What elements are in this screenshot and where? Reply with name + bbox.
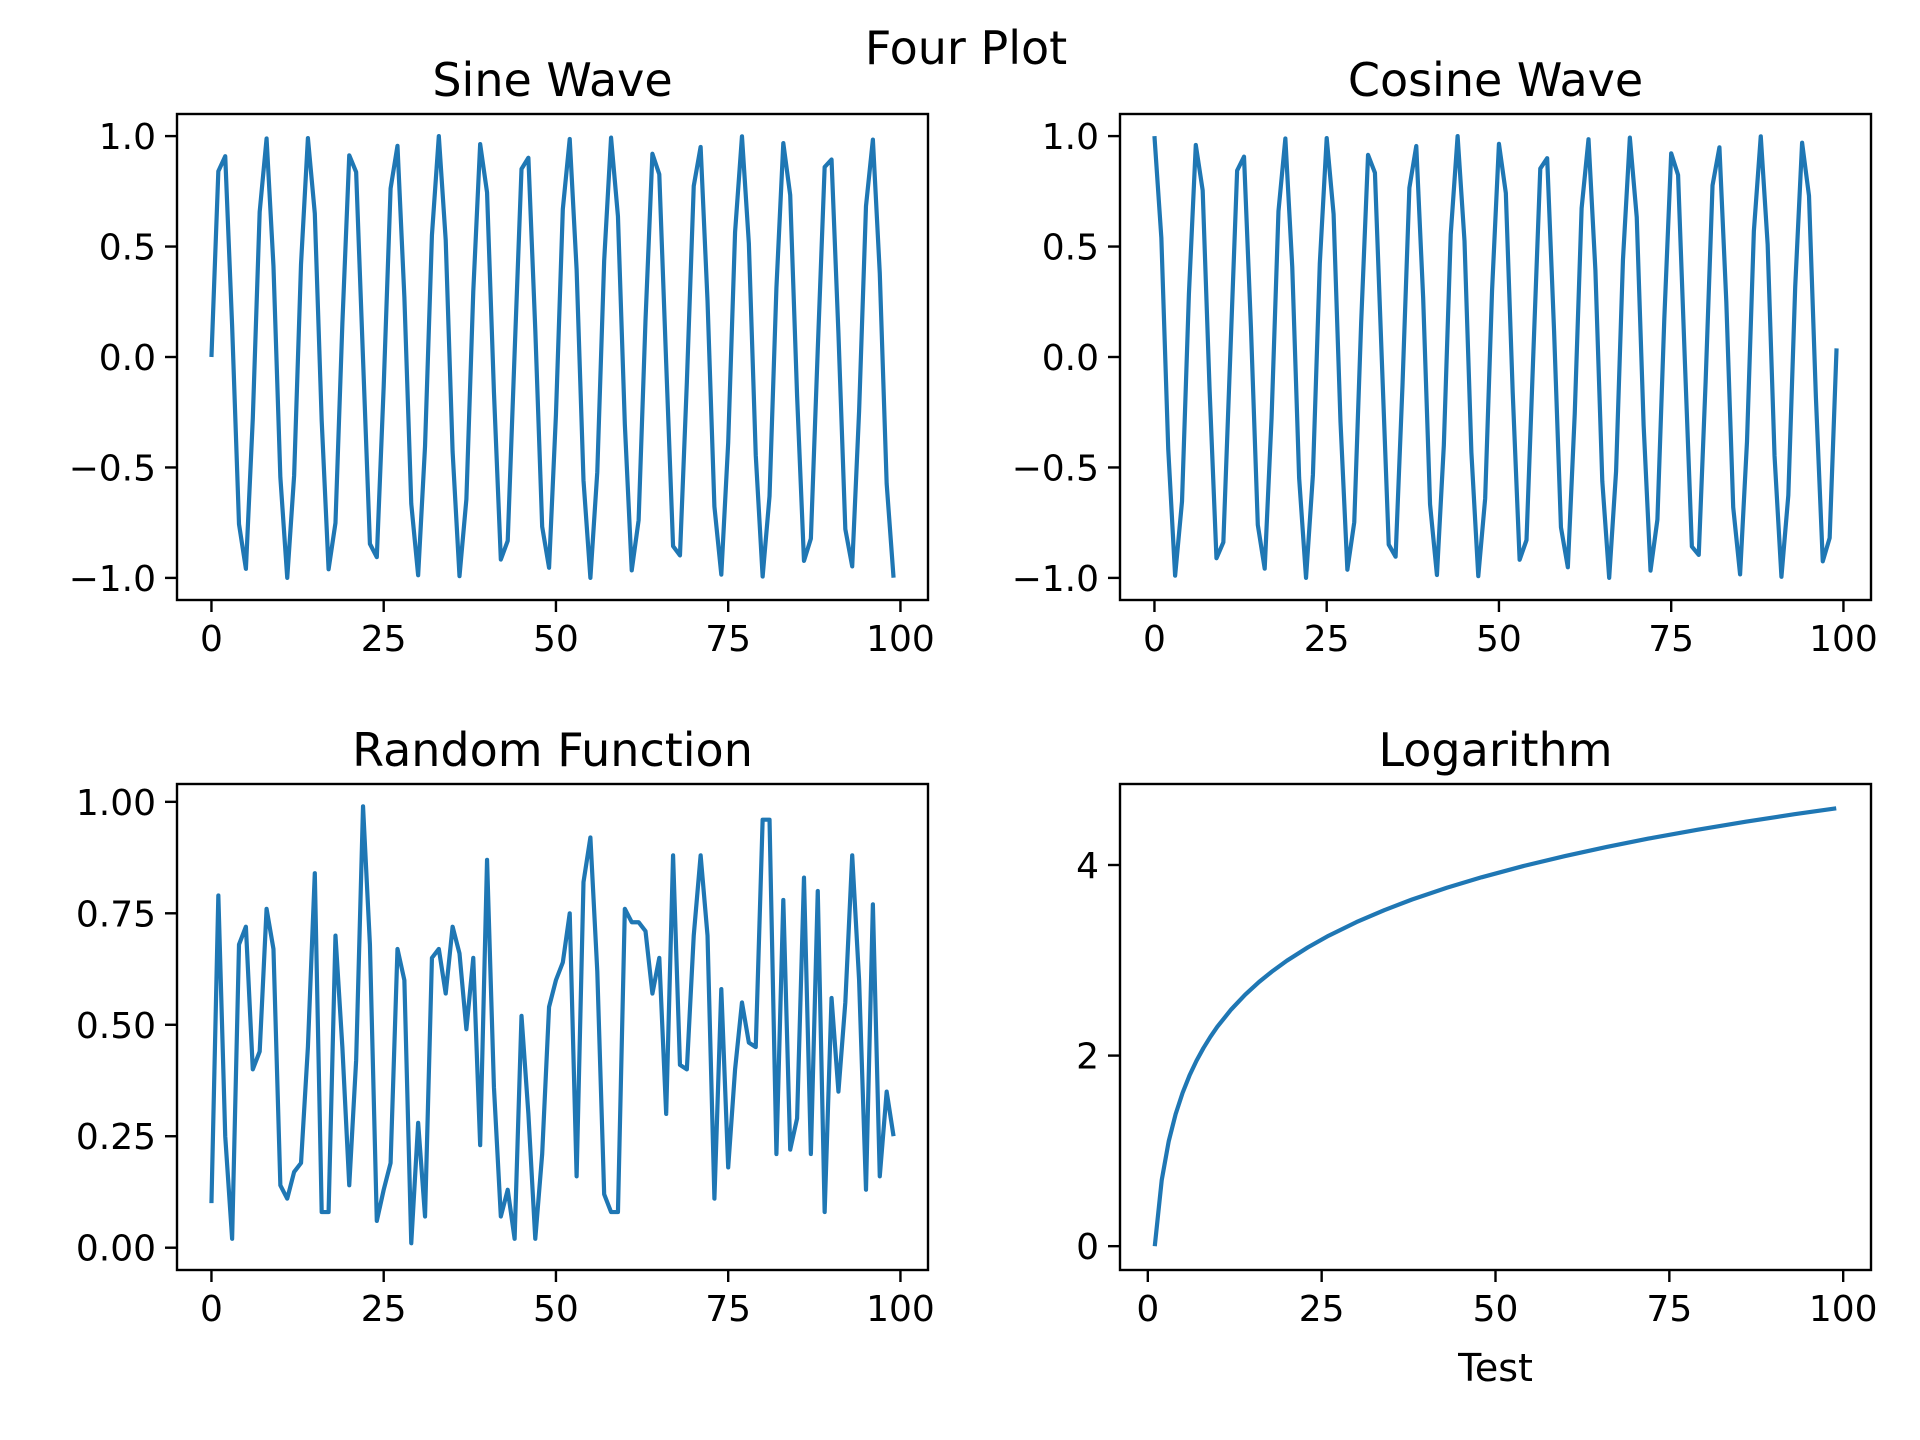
sine-wave-series-line xyxy=(209,133,896,581)
logarithm-ytick-label: 4 xyxy=(1076,846,1099,887)
sine-wave-xtick-label: 50 xyxy=(533,619,579,660)
cosine-wave-ytick-label: −0.5 xyxy=(1012,448,1099,489)
cosine-wave-series-line xyxy=(1152,133,1839,581)
random-function-ytick-label: 1.00 xyxy=(76,783,156,824)
sine-wave-title: Sine Wave xyxy=(432,53,672,107)
sine-wave-xtick-label: 100 xyxy=(866,619,935,660)
sine-wave-ytick-label: −1.0 xyxy=(69,559,156,600)
logarithm-ytick-label: 0 xyxy=(1076,1227,1099,1268)
logarithm-xtick-label: 0 xyxy=(1136,1289,1159,1330)
logarithm-ytick-label: 2 xyxy=(1076,1037,1099,1078)
random-function-axes-frame xyxy=(175,782,930,1272)
random-function-xtick-label: 0 xyxy=(200,1289,223,1330)
cosine-wave-xtick-label: 0 xyxy=(1143,619,1166,660)
logarithm-xtick-label: 25 xyxy=(1299,1289,1345,1330)
cosine-wave-ytick-label: −1.0 xyxy=(1012,559,1099,600)
random-function-ytick-label: 0.75 xyxy=(76,894,156,935)
random-function-title: Random Function xyxy=(352,723,753,777)
random-function-ytick-label: 0.00 xyxy=(76,1229,156,1270)
cosine-wave-xtick-label: 100 xyxy=(1809,619,1878,660)
sine-wave-xtick-label: 75 xyxy=(705,619,751,660)
figure-suptitle: Four Plot xyxy=(865,21,1067,75)
logarithm-xtick-label: 50 xyxy=(1473,1289,1519,1330)
subplot-logarithm: Logarithm 0 25 50 75 100 0 2 4 Test xyxy=(1076,723,1877,1390)
cosine-wave-xtick-label: 75 xyxy=(1648,619,1694,660)
sine-wave-ytick-label: 1.0 xyxy=(99,117,156,158)
subplot-random-function: Random Function 0 25 50 75 100 0.00 0.25 0.50 0.7… xyxy=(76,723,935,1330)
sine-wave-xtick-label: 25 xyxy=(361,619,407,660)
logarithm-xtick-label: 75 xyxy=(1646,1289,1692,1330)
random-function-ytick-label: 0.50 xyxy=(76,1006,156,1047)
sine-wave-ytick-label: −0.5 xyxy=(69,448,156,489)
logarithm-axes-frame xyxy=(1118,782,1873,1272)
random-function-xtick-label: 25 xyxy=(361,1289,407,1330)
subplot-cosine-wave: Cosine Wave 0 25 50 75 100 −1.0 −0.5 0.0 0.5 1.0 xyxy=(1012,53,1878,660)
cosine-wave-ytick-label: 0.5 xyxy=(1042,228,1099,269)
cosine-wave-title: Cosine Wave xyxy=(1348,53,1643,107)
sine-wave-xtick-label: 0 xyxy=(200,619,223,660)
cosine-wave-ytick-label: 0.0 xyxy=(1042,338,1099,379)
sine-wave-ytick-label: 0.5 xyxy=(99,228,156,269)
cosine-wave-xtick-label: 25 xyxy=(1304,619,1350,660)
random-function-xtick-label: 50 xyxy=(533,1289,579,1330)
random-function-ytick-label: 0.25 xyxy=(76,1117,156,1158)
cosine-wave-ytick-label: 1.0 xyxy=(1042,117,1099,158)
cosine-wave-xtick-label: 50 xyxy=(1476,619,1522,660)
subplot-sine-wave: Sine Wave 0 25 50 75 100 −1.0 −0.5 0.0 0.5 1.0 xyxy=(69,53,935,660)
logarithm-series-line xyxy=(1152,806,1837,1247)
sine-wave-ytick-label: 0.0 xyxy=(99,338,156,379)
random-function-xtick-label: 75 xyxy=(705,1289,751,1330)
logarithm-xaxis-label: Test xyxy=(1457,1346,1533,1390)
logarithm-xtick-label: 100 xyxy=(1809,1289,1878,1330)
random-function-xtick-label: 100 xyxy=(866,1289,935,1330)
random-function-series-line xyxy=(209,804,896,1246)
logarithm-title: Logarithm xyxy=(1378,723,1612,777)
